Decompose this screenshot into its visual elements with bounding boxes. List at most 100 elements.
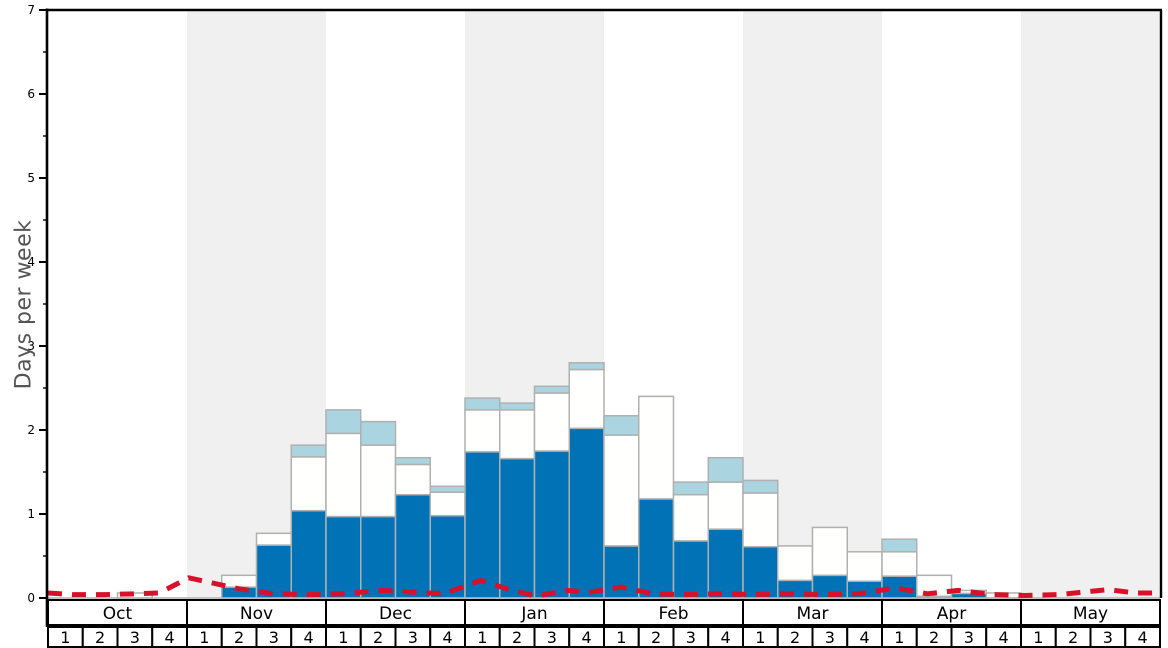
bar-white-segment: [672, 493, 709, 542]
month-label: Feb: [658, 604, 688, 624]
week-label: 1: [338, 628, 348, 647]
week-label: 4: [304, 628, 314, 647]
week-label: 2: [512, 628, 522, 647]
bar-light-blue-segment: [707, 456, 744, 483]
week-label: 3: [1103, 628, 1113, 647]
bar-light-blue-segment: [360, 420, 397, 446]
bar-white-segment: [429, 491, 466, 517]
bar-light-blue-segment: [881, 538, 918, 553]
month-background-band: [1021, 10, 1160, 598]
week-label: 4: [999, 628, 1009, 647]
week-label: 4: [582, 628, 592, 647]
week-label: 3: [964, 628, 974, 647]
bar-dark-blue-segment: [325, 515, 362, 599]
month-label: Apr: [937, 604, 966, 624]
bar-dark-blue-segment: [638, 498, 675, 599]
bar-light-blue-segment: [742, 479, 779, 494]
bar-dark-blue-segment: [742, 546, 779, 599]
bar-white-segment: [603, 434, 640, 547]
y-tick-label: 4: [27, 255, 35, 269]
bar-dark-blue-segment: [603, 545, 640, 599]
week-label: 4: [165, 628, 175, 647]
bar-white-segment: [881, 551, 918, 577]
bar-dark-blue-segment: [360, 515, 397, 599]
red-dashed-line: [47, 575, 1160, 599]
bar-white-segment: [742, 492, 779, 548]
bar-dark-blue-segment: [394, 493, 431, 599]
bar-light-blue-segment: [603, 414, 640, 436]
y-tick-label: 5: [27, 171, 35, 185]
week-label: 1: [199, 628, 209, 647]
week-label: 2: [373, 628, 383, 647]
week-label: 2: [790, 628, 800, 647]
bar-white-segment: [290, 456, 327, 512]
month-label: Nov: [240, 604, 273, 624]
month-label: Oct: [103, 604, 133, 624]
month-cell: [464, 599, 605, 626]
month-label: May: [1073, 604, 1108, 624]
bar-dark-blue-segment: [707, 528, 744, 599]
bar-dark-blue-segment: [429, 514, 466, 599]
week-label: 1: [1033, 628, 1043, 647]
month-cell: [325, 599, 466, 626]
bar-light-blue-segment: [499, 402, 536, 411]
bar-white-segment: [464, 409, 501, 453]
week-label: 3: [408, 628, 418, 647]
bar-white-segment: [533, 392, 570, 452]
week-label: 2: [234, 628, 244, 647]
week-label: 1: [477, 628, 487, 647]
week-label: 3: [686, 628, 696, 647]
y-tick-label: 3: [27, 339, 35, 353]
bar-dark-blue-segment: [464, 451, 501, 599]
bar-light-blue-segment: [568, 362, 605, 371]
bar-light-blue-segment: [325, 409, 362, 435]
bar-white-segment: [255, 532, 292, 546]
month-label: Dec: [379, 604, 412, 624]
bar-white-segment: [811, 526, 848, 577]
bar-white-segment: [394, 463, 431, 496]
bar-white-segment: [777, 545, 814, 582]
month-label: Jan: [520, 604, 547, 624]
bar-white-segment: [707, 481, 744, 530]
week-label: 1: [60, 628, 70, 647]
bar-white-segment: [568, 368, 605, 430]
week-label: 1: [616, 628, 626, 647]
week-label: 4: [1138, 628, 1148, 647]
bar-dark-blue-segment: [568, 427, 605, 599]
week-label: 3: [269, 628, 279, 647]
bar-dark-blue-segment: [499, 457, 536, 599]
y-tick-label: 1: [27, 507, 35, 521]
week-label: 3: [825, 628, 835, 647]
bar-light-blue-segment: [672, 481, 709, 496]
y-tick-label: 7: [27, 3, 35, 17]
week-label: 3: [547, 628, 557, 647]
week-cell: [1124, 626, 1161, 648]
month-cell: [186, 599, 327, 626]
bar-dark-blue-segment: [533, 450, 570, 599]
week-label: 4: [443, 628, 453, 647]
month-label: Mar: [796, 604, 828, 624]
bar-light-blue-segment: [533, 385, 570, 394]
bar-white-segment: [221, 574, 258, 588]
bar-light-blue-segment: [429, 485, 466, 493]
week-label: 4: [721, 628, 731, 647]
bar-light-blue-segment: [394, 456, 431, 466]
week-label: 1: [894, 628, 904, 647]
month-cell: [1020, 599, 1161, 626]
bar-dark-blue-segment: [290, 509, 327, 599]
month-cell: [742, 599, 883, 626]
week-label: 3: [130, 628, 140, 647]
bar-light-blue-segment: [464, 397, 501, 411]
week-label: 2: [1068, 628, 1078, 647]
week-label: 2: [929, 628, 939, 647]
bar-white-segment: [499, 409, 536, 460]
month-cell: [881, 599, 1022, 626]
week-label: 2: [651, 628, 661, 647]
bar-dark-blue-segment: [255, 544, 292, 599]
bar-white-segment: [846, 551, 883, 582]
y-tick-label: 2: [27, 423, 35, 437]
bar-white-segment: [360, 444, 397, 518]
week-label: 1: [755, 628, 765, 647]
